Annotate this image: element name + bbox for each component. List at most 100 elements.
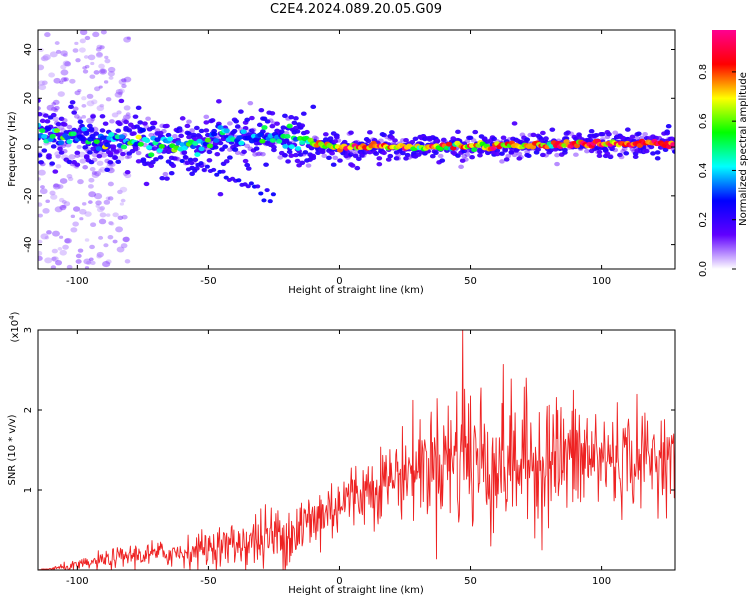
spectral-cell <box>90 114 96 119</box>
spectral-cell <box>256 151 263 156</box>
spectral-cell <box>294 146 302 151</box>
spectral-cell <box>269 111 276 116</box>
spectral-cell <box>617 152 623 158</box>
spectral-cell <box>46 230 52 235</box>
spectrogram-x-label: Height of straight line (km) <box>288 285 424 296</box>
spectral-cell <box>54 105 60 111</box>
spectral-cell <box>124 155 130 160</box>
x-tick-label: -100 <box>66 276 89 287</box>
spectral-cell <box>97 168 103 173</box>
spectral-cell <box>113 149 120 154</box>
spectral-cell <box>149 125 156 130</box>
spectral-cell <box>58 116 65 122</box>
spectral-cell <box>310 104 317 110</box>
spectral-cell <box>500 135 507 140</box>
spectral-cell <box>335 138 342 143</box>
spectral-cell <box>206 143 214 149</box>
spectral-cell <box>126 36 131 40</box>
spectral-cell <box>89 166 96 172</box>
spectral-cell <box>623 151 630 156</box>
spectral-cell <box>467 135 474 141</box>
spectral-cell <box>99 45 105 50</box>
spectral-cell <box>53 128 60 133</box>
spectral-cell <box>94 171 101 177</box>
spectral-cell <box>186 134 192 140</box>
spectral-cell <box>524 149 531 155</box>
spectral-cell <box>179 116 186 121</box>
spectral-cell <box>115 128 122 133</box>
spectral-cell <box>166 136 174 142</box>
spectral-cell <box>261 198 267 203</box>
spectral-cell <box>79 208 87 215</box>
snr-y-label: SNR (10 * v/v) <box>7 414 18 485</box>
spectral-cell <box>249 115 255 121</box>
spectral-cell <box>116 147 123 152</box>
spectral-cell <box>232 147 239 152</box>
spectral-cell <box>63 201 71 207</box>
spectral-cell <box>42 54 51 61</box>
spectral-cell <box>284 133 291 139</box>
spectral-cell <box>543 136 549 141</box>
x-tick-label: 0 <box>336 276 342 287</box>
spectral-cell <box>576 132 582 137</box>
spectral-cell <box>499 159 505 164</box>
spectral-cell <box>93 139 100 144</box>
spectral-cell <box>107 151 114 156</box>
snr-plot-area <box>38 330 675 570</box>
spectral-cell <box>61 122 68 127</box>
spectral-cell <box>621 146 628 152</box>
spectral-cell <box>489 146 497 151</box>
spectral-cell <box>102 121 109 126</box>
spectral-cell <box>293 116 299 121</box>
spectral-cell <box>238 140 245 146</box>
spectral-cell <box>330 162 337 167</box>
spectral-cell <box>51 256 59 262</box>
spectral-cell <box>51 102 57 106</box>
spectral-cell <box>588 128 595 134</box>
spectral-cell <box>280 125 287 130</box>
spectral-cell <box>64 238 71 244</box>
spectral-cell <box>220 169 226 174</box>
spectral-cell <box>462 157 469 162</box>
spectral-cell <box>341 139 348 145</box>
spectral-cell <box>137 141 144 147</box>
spectral-cell <box>38 250 43 256</box>
spectral-cell <box>38 84 47 91</box>
spectral-cell <box>242 158 249 164</box>
x-tick-label: -50 <box>200 276 216 287</box>
colorbar: 0.0 0.2 0.4 0.6 0.8 Normalized spectral ampl… <box>698 30 749 277</box>
spectral-cell <box>554 161 560 167</box>
spectral-cell <box>148 152 155 158</box>
spectral-cell <box>104 55 109 60</box>
spectral-cell <box>599 131 606 137</box>
spectral-cell <box>115 88 123 95</box>
spectral-cell <box>108 221 114 226</box>
spectral-cell <box>77 89 82 93</box>
spectral-cell <box>198 128 205 134</box>
spectral-cell <box>403 137 409 143</box>
spectral-cell <box>499 151 505 156</box>
spectral-cell <box>81 96 87 101</box>
spectral-cell <box>236 178 242 183</box>
spectral-cell <box>159 175 166 181</box>
spectral-cell <box>593 132 600 138</box>
spectral-cell <box>78 47 86 53</box>
spectral-cell <box>38 169 46 176</box>
spectral-cell <box>612 130 619 135</box>
snr-y-multiplier: (x104) <box>8 311 21 342</box>
spectral-cell <box>203 114 210 120</box>
spectral-cell <box>406 155 413 160</box>
spectral-cell <box>269 123 276 129</box>
spectral-cell <box>329 151 335 156</box>
spectral-cell <box>294 129 301 134</box>
spectral-cell <box>81 202 87 206</box>
spectral-cell <box>511 121 518 126</box>
spectral-cell <box>64 237 72 244</box>
spectral-cell <box>179 158 185 163</box>
spectral-cell <box>140 157 147 162</box>
spectral-cell <box>61 118 68 123</box>
spectral-cell <box>109 119 115 124</box>
spectral-cell <box>40 233 49 240</box>
spectral-cell <box>278 129 285 134</box>
spectral-cell <box>256 122 263 128</box>
